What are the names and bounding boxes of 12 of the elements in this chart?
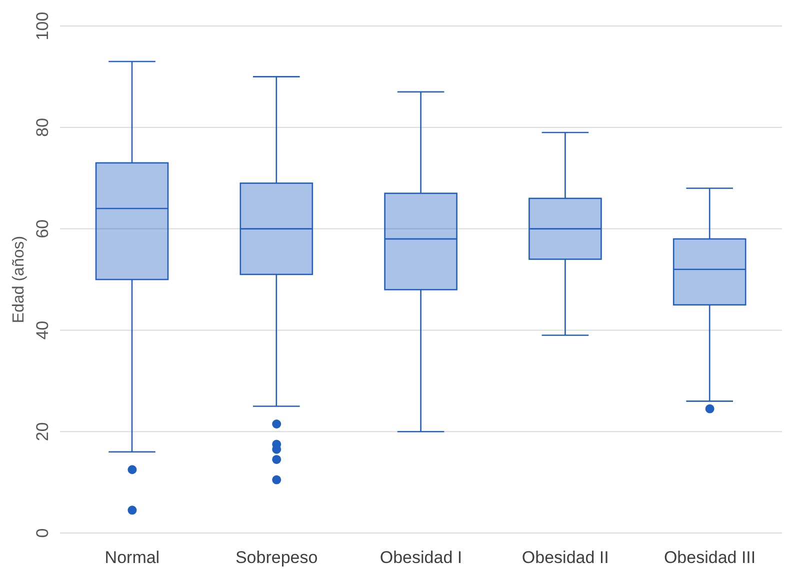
y-tick-label: 40 bbox=[33, 320, 52, 340]
y-tick-label: 100 bbox=[33, 12, 52, 40]
y-tick-label: 60 bbox=[33, 219, 52, 238]
x-tick-label: Obesidad III bbox=[664, 548, 756, 568]
x-tick-label: Sobrepeso bbox=[235, 548, 318, 568]
x-tick-label: Normal bbox=[104, 548, 160, 568]
y-tick-label: 0 bbox=[33, 528, 52, 538]
x-tick-label: Obesidad I bbox=[380, 548, 462, 568]
y-axis-title: Edad (años) bbox=[10, 236, 28, 324]
y-tick-label: 80 bbox=[33, 118, 52, 137]
y-tick-label: 20 bbox=[33, 422, 52, 442]
x-tick-label: Obesidad II bbox=[522, 548, 609, 568]
